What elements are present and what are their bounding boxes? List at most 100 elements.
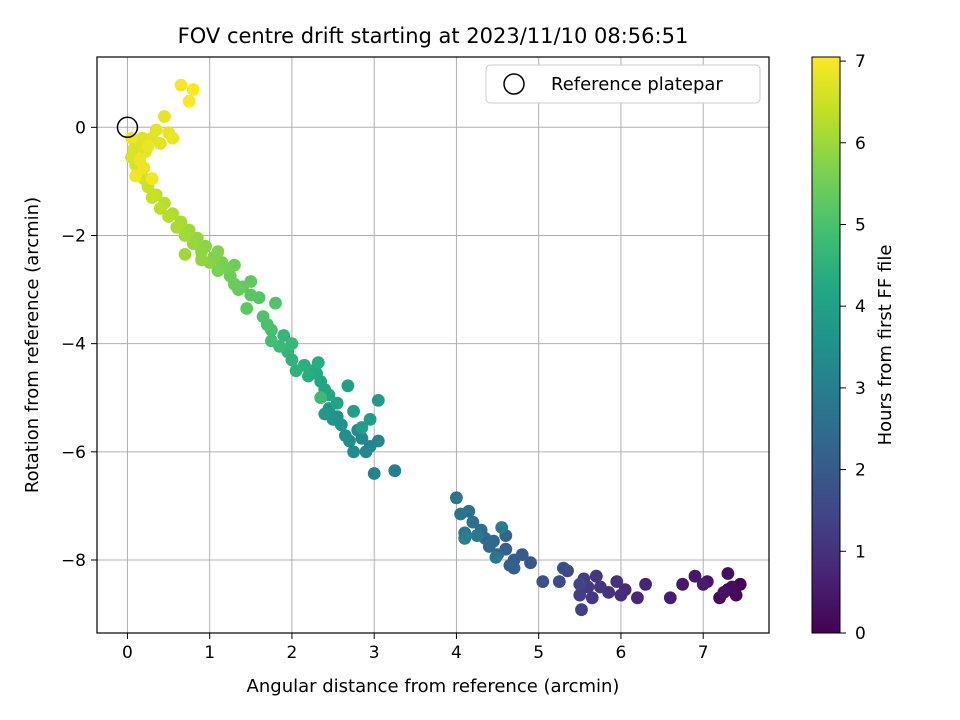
colorbar-tick-label: 5 [855, 215, 866, 235]
colorbar-tick-label: 4 [855, 297, 866, 317]
data-point [178, 248, 192, 261]
colorbar: 0 1 2 3 4 5 6 7 Hours from first FF file [811, 52, 896, 644]
x-axis-label: Angular distance from reference (arcmin) [247, 676, 620, 697]
data-point [330, 396, 344, 410]
colorbar-ticks: 0 1 2 3 4 5 6 7 [840, 52, 866, 644]
reference-point [116, 116, 139, 139]
data-point [174, 78, 188, 92]
y-tick-label: −6 [61, 443, 86, 463]
data-point [688, 569, 702, 583]
data-points [125, 78, 747, 617]
data-point [589, 569, 603, 583]
data-point [717, 586, 731, 599]
grid-lines [97, 57, 769, 633]
data-point [244, 288, 258, 302]
data-point [182, 94, 196, 108]
chart-title: FOV centre drift starting at 2023/11/10 … [178, 24, 689, 48]
x-tick-label: 0 [122, 643, 133, 663]
data-point [166, 131, 180, 145]
data-point [186, 237, 200, 251]
data-point [285, 337, 299, 350]
data-point [371, 394, 385, 407]
colorbar-tick-label: 7 [855, 52, 866, 72]
data-point [256, 310, 270, 323]
y-tick-label: 0 [75, 118, 86, 138]
data-point [676, 577, 689, 591]
data-point [162, 210, 176, 223]
data-point [495, 521, 509, 534]
data-point [639, 577, 652, 591]
data-point [170, 221, 184, 234]
data-point [232, 283, 245, 296]
data-point [466, 515, 480, 529]
x-axis-ticks: 0 1 2 3 4 5 6 7 [122, 633, 709, 663]
x-tick-label: 2 [287, 643, 298, 663]
x-tick-label: 1 [204, 643, 215, 663]
y-axis-ticks: −8 −6 −4 −2 0 [61, 118, 97, 571]
data-point [341, 379, 355, 393]
data-point [367, 467, 381, 480]
plot-frame [96, 56, 770, 634]
data-point [585, 591, 599, 605]
colorbar-tick-label: 1 [855, 542, 866, 562]
data-point [158, 110, 171, 123]
data-point [489, 550, 503, 564]
y-tick-label: −2 [61, 226, 86, 246]
data-point [129, 169, 143, 183]
data-point [289, 364, 303, 378]
data-point [195, 253, 208, 267]
data-point [557, 561, 570, 575]
colorbar-label: Hours from first FF file [875, 245, 896, 446]
data-point [610, 575, 624, 588]
data-point [721, 567, 735, 580]
x-tick-label: 7 [698, 643, 709, 663]
data-point [311, 356, 325, 369]
data-point [359, 445, 373, 459]
legend-marker-circle [503, 73, 525, 95]
data-point [145, 172, 159, 186]
data-point [536, 575, 550, 588]
data-point [614, 588, 628, 602]
data-point [149, 123, 163, 137]
data-point [347, 404, 360, 418]
data-point [458, 532, 472, 545]
data-point [470, 529, 484, 542]
data-point [454, 507, 467, 521]
y-tick-label: −4 [61, 335, 86, 355]
legend-box [485, 64, 761, 104]
data-point [663, 591, 677, 605]
data-point [594, 580, 607, 594]
data-point [631, 591, 644, 605]
data-point [388, 464, 402, 478]
data-point [269, 296, 282, 310]
y-tick-label: −8 [61, 551, 86, 571]
data-point [524, 556, 537, 570]
data-point [145, 191, 159, 205]
legend: Reference platepar [485, 64, 761, 104]
y-axis-label: Rotation from reference (arcmin) [22, 197, 43, 493]
x-tick-label: 6 [616, 643, 627, 663]
colorbar-gradient [811, 56, 841, 634]
colorbar-tick-label: 2 [855, 461, 866, 481]
data-point [137, 161, 151, 175]
data-point [318, 407, 332, 421]
data-point [552, 575, 566, 588]
x-tick-label: 3 [369, 643, 380, 663]
legend-label: Reference platepar [551, 74, 723, 95]
data-point [450, 491, 463, 505]
data-point [575, 603, 588, 617]
data-point [211, 245, 225, 259]
data-point [573, 588, 587, 602]
data-point [302, 369, 315, 383]
data-point [339, 429, 352, 442]
data-point [573, 577, 587, 591]
data-point [314, 391, 328, 405]
colorbar-tick-label: 3 [855, 379, 866, 399]
colorbar-tick-label: 6 [855, 134, 866, 154]
data-point [211, 264, 225, 277]
x-tick-label: 5 [533, 643, 544, 663]
colorbar-tick-label: 0 [855, 624, 866, 644]
data-point [178, 229, 192, 242]
data-point [507, 561, 521, 575]
